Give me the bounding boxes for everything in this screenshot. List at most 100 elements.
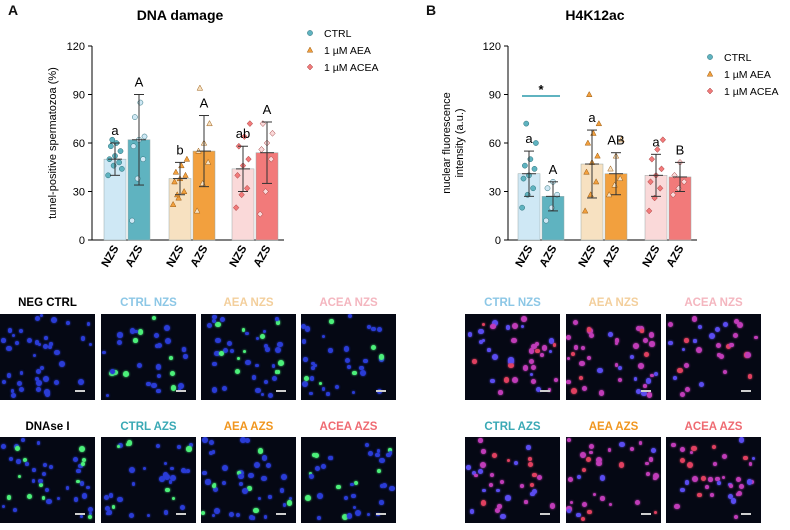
cell: [524, 500, 528, 504]
y-tick-label: 120: [483, 41, 501, 53]
cell: [684, 386, 691, 392]
cell: [671, 442, 676, 447]
cell: [146, 514, 150, 518]
cell: [214, 350, 220, 357]
cell: [208, 451, 213, 456]
cell: [156, 388, 161, 394]
cell: [6, 373, 11, 378]
data-point: [175, 194, 182, 201]
cell: [566, 334, 572, 340]
cell: [304, 326, 311, 332]
cell: [619, 462, 625, 468]
micrograph-a-4: [0, 437, 95, 523]
cell: [271, 375, 278, 382]
cell: [236, 471, 241, 476]
cell: [577, 474, 582, 479]
data-point: [616, 175, 624, 182]
scale-bar: [75, 390, 85, 392]
cell: [528, 347, 535, 354]
cell: [729, 342, 734, 348]
cell: [220, 316, 226, 322]
cell: [1, 443, 6, 449]
cell: [539, 352, 544, 357]
data-point: [206, 120, 213, 127]
cell: [65, 320, 70, 325]
significance-letter: A: [263, 102, 272, 117]
cell: [589, 450, 594, 455]
cell: [738, 483, 744, 489]
cell: [136, 362, 142, 368]
cell: [163, 509, 169, 515]
cell: [318, 381, 323, 386]
data-point: [183, 155, 191, 162]
cell: [206, 322, 212, 329]
cell: [35, 369, 41, 375]
cell: [497, 504, 503, 510]
data-point: [544, 185, 551, 192]
cell: [588, 444, 594, 450]
cell: [16, 380, 23, 387]
cell: [721, 454, 728, 460]
cell: [205, 479, 211, 485]
cell: [34, 377, 39, 382]
cell: [691, 316, 697, 322]
cell: [329, 319, 335, 324]
cell: [79, 446, 85, 453]
cell: [36, 387, 42, 393]
cell: [468, 332, 473, 337]
data-point: [119, 166, 125, 172]
cell: [134, 329, 138, 334]
cell: [72, 456, 79, 463]
cell: [378, 354, 384, 360]
cell: [146, 381, 152, 387]
cell: [499, 479, 505, 485]
cell: [276, 370, 281, 374]
cell: [151, 315, 157, 320]
cell: [248, 472, 254, 479]
micrograph-b-2: [666, 314, 761, 400]
cell: [45, 488, 50, 493]
cell: [649, 341, 655, 347]
cell: [253, 507, 259, 514]
micrograph-label: NEG CTRL: [18, 297, 77, 309]
cell: [212, 513, 216, 517]
cell: [336, 485, 341, 490]
cell: [598, 390, 605, 396]
cell: [201, 510, 206, 515]
cell: [599, 475, 606, 482]
cell: [742, 455, 748, 461]
legend-marker: [706, 70, 714, 77]
cell: [27, 494, 32, 500]
scale-bar: [176, 390, 186, 392]
legend-marker: [706, 87, 714, 95]
data-point: [648, 155, 656, 163]
cell: [701, 475, 706, 481]
panel-b-letter: B: [426, 2, 437, 18]
data-point: [234, 171, 241, 179]
cell: [713, 462, 718, 466]
data-point: [178, 162, 185, 169]
cell: [527, 462, 533, 468]
data-point: [645, 207, 653, 215]
cell: [182, 353, 188, 359]
cell: [637, 363, 644, 370]
x-tick-label: NZS: [577, 243, 599, 269]
micrograph-a-7: [301, 437, 396, 523]
cell: [2, 380, 7, 385]
cell: [247, 486, 252, 491]
data-point: [130, 143, 137, 150]
cell: [7, 327, 13, 333]
data-point: [654, 146, 661, 153]
cell: [566, 437, 571, 442]
cell: [751, 456, 756, 461]
cell: [51, 316, 57, 323]
cell: [54, 379, 60, 385]
cell: [609, 503, 613, 507]
cell: [506, 458, 510, 462]
cell: [643, 351, 649, 357]
cell: [379, 500, 384, 505]
cell: [39, 314, 43, 318]
cell: [695, 346, 702, 353]
cell: [44, 389, 50, 395]
cell: [587, 509, 592, 515]
